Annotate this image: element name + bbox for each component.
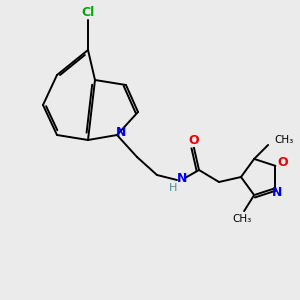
Text: CH₃: CH₃ [274, 135, 293, 145]
Text: N: N [177, 172, 187, 184]
Text: CH₃: CH₃ [232, 214, 252, 224]
Text: N: N [272, 186, 283, 199]
Text: Cl: Cl [81, 5, 94, 19]
Text: O: O [277, 156, 288, 169]
Text: N: N [116, 127, 126, 140]
Text: H: H [169, 183, 177, 193]
Text: O: O [189, 134, 199, 146]
